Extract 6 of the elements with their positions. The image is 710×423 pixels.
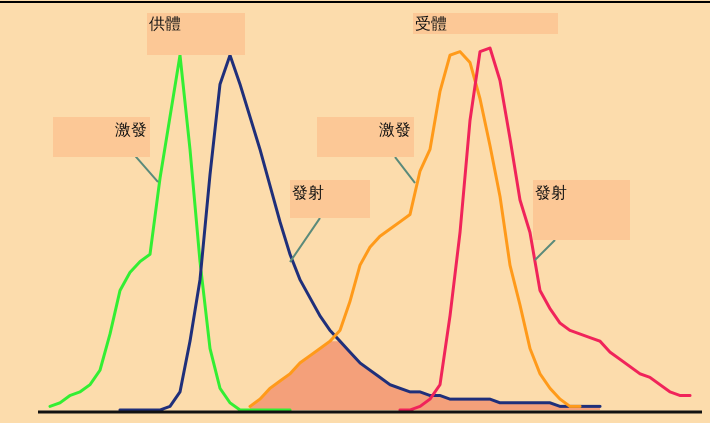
series-label: 發射 [535, 183, 567, 202]
text: 供體 [149, 14, 181, 33]
series-label: 激發 [379, 120, 411, 139]
text: 受體 [415, 14, 447, 33]
series-label: 激發 [115, 120, 147, 139]
series-label: 發射 [292, 183, 324, 202]
